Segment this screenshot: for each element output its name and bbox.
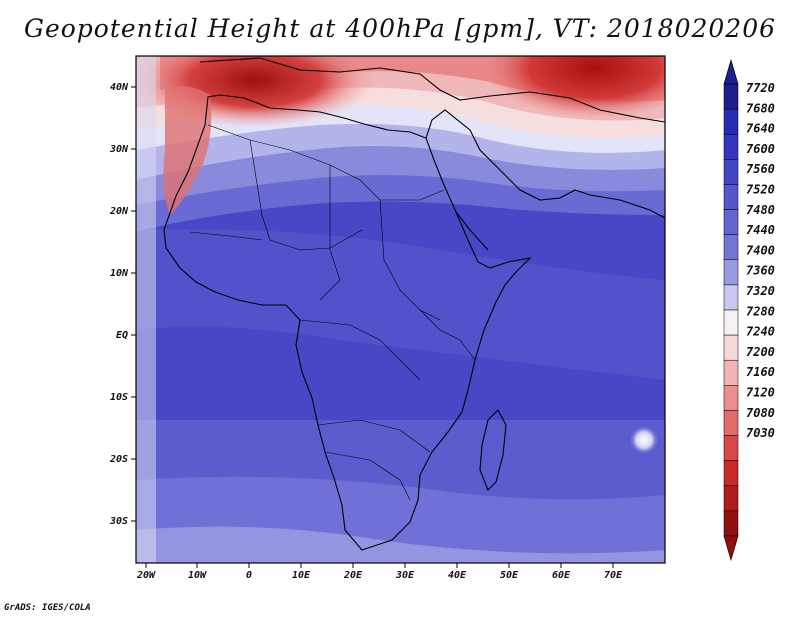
- border-westafrica: [249, 139, 363, 251]
- lon-axis: 20W 10W 0 10E 20E 30E 40E 50E 60E 70E: [136, 563, 623, 581]
- grads-credit: GrADS: IGES/COLA: [4, 603, 91, 613]
- colorbar-cell: [723, 460, 739, 487]
- lat-axis: 40N 30N 20N 10N EQ 10S 20S 30S: [109, 82, 136, 527]
- border-south: [317, 419, 431, 453]
- colorbar: 7720 7680 7640 7600 7560 7520 7480 7440 7400 7360…: [723, 58, 775, 562]
- lat-label: 10N: [110, 268, 129, 279]
- field-band-edge-south: [136, 526, 665, 563]
- colorbar-cell: [723, 209, 739, 235]
- coastlines: [163, 57, 665, 551]
- field-band-tropics: [136, 229, 665, 380]
- colorbar-label: 7400: [746, 243, 775, 257]
- colorbar-arrow-bottom: [723, 535, 739, 562]
- colorbar-cell: [723, 108, 739, 135]
- colorbar-cell: [723, 284, 739, 311]
- colorbar-cell: [723, 133, 739, 160]
- coast-eurasia: [199, 57, 665, 123]
- colorbar-label: 7640: [746, 122, 775, 136]
- border-southern: [324, 451, 411, 501]
- colorbar-cell: [723, 385, 739, 411]
- colorbar-label: 7280: [746, 304, 775, 318]
- colorbar-label: 7080: [746, 406, 775, 420]
- lat-label: 10S: [110, 392, 128, 403]
- colorbar-label: 7440: [746, 223, 775, 237]
- colorbar-cell: [723, 334, 739, 361]
- colorbar-cell: [723, 309, 739, 336]
- colorbar-cell: [723, 234, 739, 261]
- lon-label: 70E: [604, 570, 623, 581]
- country-borders: [189, 124, 476, 501]
- lat-label: 30N: [109, 144, 129, 155]
- colorbar-cell: [723, 83, 739, 110]
- lon-label: 30E: [395, 570, 415, 581]
- coast-arabia: [425, 109, 665, 219]
- colorbar-label: 7480: [746, 203, 775, 217]
- lat-label: 30S: [109, 516, 128, 527]
- colorbar-cell: [723, 184, 739, 210]
- colorbar-cell: [723, 159, 739, 185]
- colorbar-label: 7560: [746, 162, 775, 176]
- map-plot-area: [136, 56, 665, 563]
- lon-label: 0: [246, 570, 252, 581]
- border-sahara: [207, 124, 445, 201]
- colorbar-arrow-top: [723, 58, 739, 85]
- border-sahel: [189, 231, 263, 241]
- lat-label: EQ: [116, 330, 128, 341]
- high-ridge-west: [163, 86, 212, 215]
- border-central: [319, 165, 341, 301]
- colorbar-label: 7240: [746, 325, 775, 339]
- colorbar-cell: [723, 259, 739, 286]
- lon-label: 20W: [136, 570, 156, 581]
- colorbar-label: 7520: [746, 183, 775, 197]
- lon-label: 10E: [292, 570, 311, 581]
- colorbar-cell: [723, 485, 739, 512]
- colorbar-label: 7030: [746, 426, 775, 440]
- lon-label: 50E: [500, 570, 519, 581]
- border-sudan: [379, 199, 441, 321]
- plot-frame: [135, 55, 666, 564]
- colorbar-cell: [723, 510, 739, 537]
- colorbar-label: 7360: [746, 264, 775, 278]
- field-west-edge: [136, 56, 156, 563]
- lon-label: 10W: [188, 570, 207, 581]
- field-spot: [628, 424, 660, 456]
- coast-madagascar: [479, 409, 507, 491]
- border-east: [419, 309, 476, 361]
- colorbar-label: 7720: [746, 81, 775, 95]
- lon-label: 60E: [552, 570, 571, 581]
- colorbar-cell: [723, 359, 739, 386]
- colorbar-cell: [723, 435, 739, 461]
- colorbar-label: 7200: [746, 345, 775, 359]
- colorbar-label: 7680: [746, 101, 775, 115]
- high-northeast: [485, 56, 665, 118]
- lat-label: 20N: [109, 206, 129, 217]
- colorbar-label: 7600: [746, 142, 775, 156]
- coast-redsea: [455, 211, 489, 251]
- lon-label: 40E: [448, 570, 467, 581]
- lat-label: 20S: [109, 454, 128, 465]
- map-title: Geopotential Height at 400hPa [gpm], VT:…: [23, 14, 777, 43]
- colorbar-cell: [723, 410, 739, 436]
- coast-africa: [163, 94, 532, 551]
- border-congo: [299, 319, 421, 381]
- colorbar-label: 7120: [746, 386, 775, 400]
- lon-label: 20E: [343, 570, 363, 581]
- colorbar-label: 7320: [746, 284, 775, 298]
- colorbar-label: 7160: [746, 365, 775, 379]
- lat-label: 40N: [110, 82, 129, 93]
